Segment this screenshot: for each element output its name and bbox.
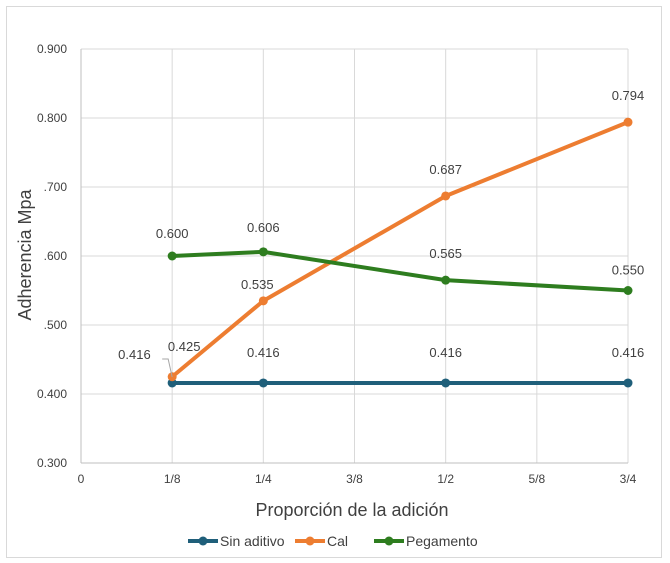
legend-swatch-marker-cal [305, 536, 315, 546]
data-point-sin-aditivo [167, 378, 177, 388]
data-label-sin-aditivo: 0.416 [429, 345, 462, 360]
data-label-cal: 0.425 [168, 339, 201, 354]
legend: Sin aditivo Cal Pegamento [188, 533, 478, 549]
y-tick-label: .600 [44, 249, 68, 263]
x-tick-label: 3/4 [620, 472, 637, 486]
legend-swatch-marker-pegamento [384, 536, 394, 546]
data-label-sin-aditivo: 0.416 [612, 345, 645, 360]
data-label-cal: 0.687 [429, 162, 462, 177]
y-tick-label: .500 [44, 318, 68, 332]
data-point-cal [623, 117, 633, 127]
series-line-cal [170, 120, 630, 379]
data-point-pegamento [167, 251, 177, 261]
x-tick-label: 5/8 [528, 472, 545, 486]
y-tick-label: 0.300 [37, 456, 67, 470]
data-label-sin-aditivo: 0.416 [118, 347, 151, 362]
series-layer [167, 117, 633, 388]
data-point-pegamento [258, 247, 268, 257]
data-labels: 0.416 0.416 0.416 0.416 0.425 0.535 0.687 0.794… [118, 88, 645, 378]
y-tick-label: 0.900 [37, 42, 67, 56]
data-point-cal [441, 191, 451, 201]
data-point-cal [258, 296, 268, 306]
legend-swatch-marker-sin-aditivo [198, 536, 208, 546]
data-label-pegamento: 0.565 [429, 246, 462, 261]
axes: 0.300 0.400 .500 .600 .700 0.800 0.900 0 1/8 1/4 3… [37, 42, 637, 486]
x-tick-label: 0 [78, 472, 85, 486]
data-point-pegamento [441, 275, 451, 285]
data-point-sin-aditivo [258, 378, 268, 388]
data-label-leader-line [162, 358, 173, 378]
y-tick-label: 0.400 [37, 387, 67, 401]
x-tick-label: 1/2 [437, 472, 454, 486]
series-line-pegamento [170, 249, 630, 293]
data-point-sin-aditivo [623, 378, 633, 388]
data-point-pegamento [623, 286, 633, 295]
data-point-sin-aditivo [441, 378, 451, 388]
chart-frame [6, 6, 662, 558]
y-tick-label: .700 [44, 180, 68, 194]
grid-lines [81, 48, 629, 464]
y-axis-title: Adherencia Mpa [15, 188, 35, 320]
legend-label-pegamento: Pegamento [406, 533, 478, 549]
y-tick-label: 0.800 [37, 111, 67, 125]
legend-label-cal: Cal [327, 533, 348, 549]
x-tick-label: 1/4 [255, 472, 272, 486]
data-label-pegamento: 0.600 [156, 226, 189, 241]
data-label-sin-aditivo: 0.416 [247, 345, 280, 360]
data-label-pegamento: 0.606 [247, 220, 280, 235]
data-label-cal: 0.794 [612, 88, 645, 103]
legend-label-sin-aditivo: Sin aditivo [220, 533, 285, 549]
x-tick-label: 1/8 [164, 472, 181, 486]
data-label-pegamento: 0.550 [612, 263, 645, 278]
data-label-cal: 0.535 [241, 277, 274, 292]
x-axis-title: Proporción de la adición [255, 500, 448, 520]
x-tick-label: 3/8 [346, 472, 363, 486]
